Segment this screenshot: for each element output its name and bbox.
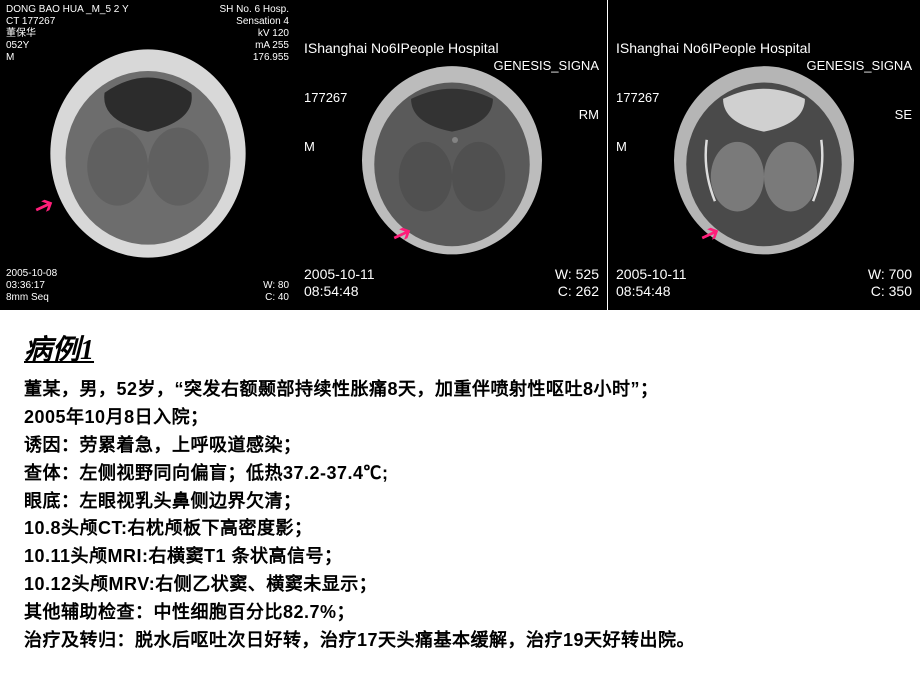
mri-t1-seq: RM xyxy=(494,107,599,123)
ct-overlay-tl: DONG BAO HUA _M_5 2 Y CT 177267 董保华 052Y… xyxy=(6,4,129,64)
case-content: 病例1 董某，男，52岁，“突发右额颞部持续性胀痛8天，加重伴喷射性呕吐8小时”… xyxy=(0,310,920,665)
mri-t2-seq: SE xyxy=(807,107,912,123)
case-line-8: 其他辅助检查：中性细胞百分比82.7%； xyxy=(24,599,896,627)
mri-t1-overlay-tl: IShanghai No6IPeople Hospital 177267 M xyxy=(304,6,499,188)
case-line-1: 2005年10月8日入院； xyxy=(24,404,896,432)
mri-t1-overlay-tr: GENESIS_SIGNA RM xyxy=(494,24,599,156)
mri-t1-hospital: IShanghai No6IPeople Hospital xyxy=(304,40,499,57)
slide-marker-dot xyxy=(452,137,458,143)
scan-ct: ➔ DONG BAO HUA _M_5 2 Y CT 177267 董保华 05… xyxy=(0,0,296,310)
mri-t2-overlay-tr: GENESIS_SIGNA SE xyxy=(807,24,912,156)
mri-t2-overlay-bl: 2005-10-11 08:54:48 xyxy=(616,266,687,300)
case-line-0: 董某，男，52岁，“突发右额颞部持续性胀痛8天，加重伴喷射性呕吐8小时”； xyxy=(24,376,896,404)
mri-t1-device: GENESIS_SIGNA xyxy=(494,58,599,74)
ct-brain-image xyxy=(32,45,262,262)
case-line-3: 查体：左侧视野同向偏盲；低热37.2-37.4℃; xyxy=(24,460,896,488)
scan-mri-t1: ➔ IShanghai No6IPeople Hospital 177267 M… xyxy=(296,0,608,310)
ct-overlay-br: W: 80 C: 40 xyxy=(263,280,289,304)
mri-t2-overlay-tl: IShanghai No6IPeople Hospital 177267 M xyxy=(616,6,811,188)
mri-t1-id: 177267 xyxy=(304,90,499,106)
case-title: 病例1 xyxy=(24,328,896,368)
ct-overlay-bl: 2005-10-08 03:36:17 8mm Seq xyxy=(6,268,57,304)
case-line-7: 10.12头颅MRV:右侧乙状窦、横窦未显示； xyxy=(24,571,896,599)
mri-t2-device: GENESIS_SIGNA xyxy=(807,58,912,74)
scan-mri-t2: ➔ IShanghai No6IPeople Hospital 177267 M… xyxy=(608,0,920,310)
mri-t1-overlay-bl: 2005-10-11 08:54:48 xyxy=(304,266,375,300)
case-line-5: 10.8头颅CT:右枕颅板下高密度影； xyxy=(24,515,896,543)
mri-t2-id: 177267 xyxy=(616,90,811,106)
scan-row: ➔ DONG BAO HUA _M_5 2 Y CT 177267 董保华 05… xyxy=(0,0,920,310)
case-line-2: 诱因：劳累着急，上呼吸道感染； xyxy=(24,432,896,460)
case-line-9: 治疗及转归：脱水后呕吐次日好转，治疗17天头痛基本缓解，治疗19天好转出院。 xyxy=(24,627,896,655)
mri-t1-sex: M xyxy=(304,139,499,155)
case-line-4: 眼底：左眼视乳头鼻侧边界欠清； xyxy=(24,488,896,516)
ct-overlay-tr: SH No. 6 Hosp. Sensation 4 kV 120 mA 255… xyxy=(220,4,289,64)
mri-t1-overlay-br: W: 525 C: 262 xyxy=(555,266,599,300)
mri-t2-hospital: IShanghai No6IPeople Hospital xyxy=(616,40,811,57)
mri-t2-overlay-br: W: 700 C: 350 xyxy=(868,266,912,300)
mri-t2-sex: M xyxy=(616,139,811,155)
case-line-6: 10.11头颅MRI:右横窦T1 条状高信号； xyxy=(24,543,896,571)
